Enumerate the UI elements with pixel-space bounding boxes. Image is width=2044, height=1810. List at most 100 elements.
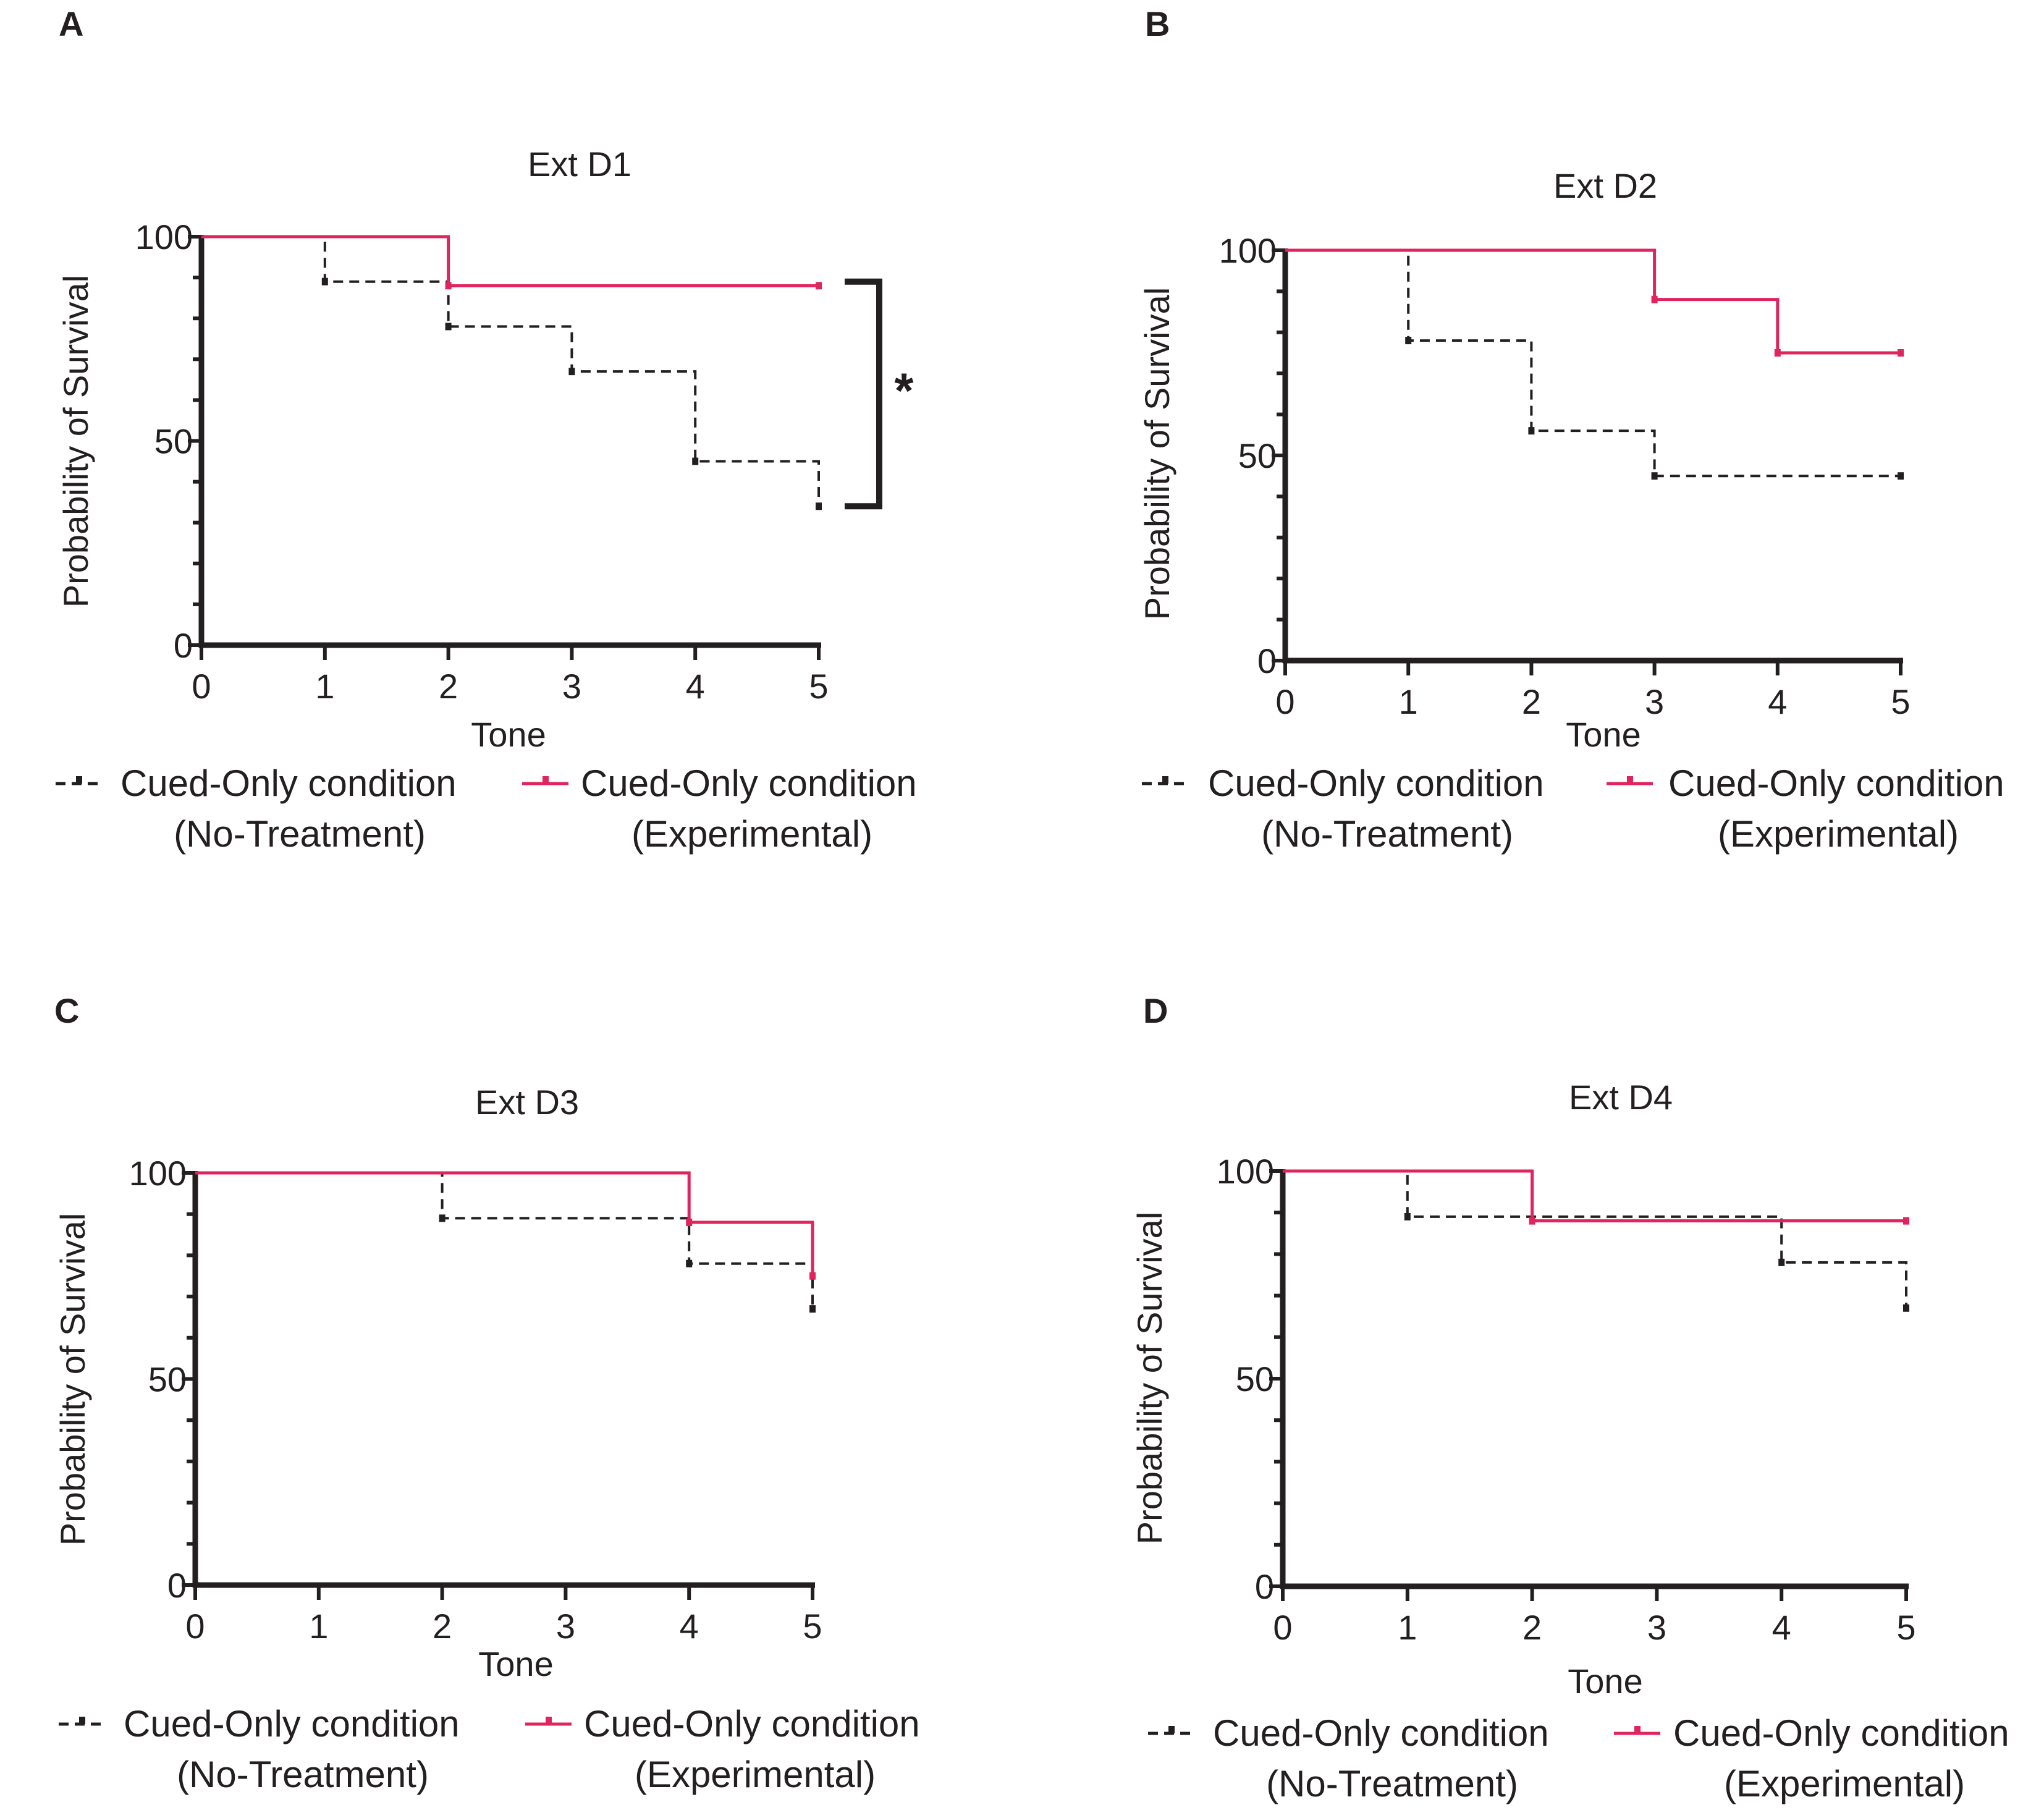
x-tick-label: 0 [1273, 1608, 1292, 1647]
censor-mark [1528, 427, 1535, 435]
x-tick-label: 3 [562, 667, 581, 706]
censor-mark [1898, 349, 1904, 357]
series-line-no-treatment [1283, 1170, 1907, 1308]
x-tick-label: 2 [439, 667, 458, 706]
legend-marker [546, 1717, 552, 1724]
legend-label: Cued-Only condition [581, 763, 917, 804]
censor-mark [692, 457, 699, 465]
x-tick-label: 5 [1896, 1608, 1915, 1647]
x-tick-label: 5 [1891, 682, 1910, 721]
legend-label: (Experimental) [1718, 813, 1959, 855]
y-tick-label: 100 [129, 1154, 187, 1193]
y-tick-label: 100 [1217, 1152, 1274, 1191]
y-tick-label: 50 [1238, 436, 1277, 475]
series-line-no-treatment [1285, 249, 1901, 478]
x-tick-label: 3 [1647, 1608, 1666, 1647]
censor-mark [686, 1219, 693, 1227]
y-tick-label: 0 [1257, 641, 1277, 680]
x-tick-label: 1 [309, 1607, 328, 1646]
x-tick-label: 1 [315, 667, 334, 706]
legend-label: Cued-Only condition [1213, 1712, 1549, 1754]
censor-mark [445, 282, 452, 290]
x-axis-label: Tone [478, 1644, 553, 1683]
legend-marker [1168, 1726, 1175, 1733]
y-axis-label: Probability of Survival [53, 1213, 92, 1546]
x-tick-label: 4 [686, 667, 705, 706]
legend-label: (No-Treatment) [1266, 1763, 1518, 1804]
legend-marker [1634, 1726, 1641, 1733]
panel-letter: B [1145, 4, 1170, 43]
x-tick-label: 0 [1275, 682, 1294, 721]
censor-mark [1651, 295, 1658, 303]
legend-label: (Experimental) [631, 813, 872, 855]
legend-label: (Experimental) [635, 1754, 876, 1795]
x-tick-label: 0 [185, 1607, 205, 1646]
x-tick-label: 3 [1645, 682, 1664, 721]
panel-letter: C [54, 991, 79, 1030]
chart-title: Ext D1 [528, 145, 631, 184]
series-line-experimental [1283, 1169, 1906, 1223]
legend-label: (No-Treatment) [174, 813, 426, 855]
series-line-no-treatment [201, 235, 820, 507]
legend-label: (Experimental) [1724, 1763, 1965, 1804]
y-tick-label: 100 [135, 218, 193, 256]
censor-mark [1404, 1212, 1411, 1220]
x-axis-label: Tone [471, 715, 546, 754]
significance-asterisk: * [894, 363, 914, 418]
x-tick-label: 4 [1768, 682, 1787, 721]
y-axis-label: Probability of Survival [56, 275, 95, 607]
x-tick-label: 4 [1772, 1608, 1791, 1647]
chart-panel-b: B Ext D2 0 50 100 0 1 2 3 4 5 Probability of Surviv… [1138, 4, 2004, 855]
legend-label: (No-Treatment) [1261, 813, 1513, 855]
y-tick-label: 0 [167, 1566, 187, 1605]
panel-letter: D [1143, 991, 1168, 1030]
censor-mark [1898, 472, 1904, 480]
y-tick-label: 50 [154, 422, 193, 461]
y-tick-label: 100 [1219, 231, 1277, 270]
chart-title: Ext D2 [1553, 166, 1657, 205]
chart-title: Ext D3 [475, 1083, 579, 1122]
x-tick-label: 2 [1522, 682, 1541, 721]
x-tick-label: 5 [809, 667, 828, 706]
legend-marker [1162, 776, 1168, 784]
censor-mark [816, 282, 822, 290]
legend-label: Cued-Only condition [584, 1703, 920, 1744]
y-axis-label: Probability of Survival [1138, 287, 1176, 620]
x-tick-label: 1 [1399, 682, 1418, 721]
legend-label: Cued-Only condition [1208, 763, 1544, 804]
x-tick-label: 2 [1522, 1608, 1542, 1647]
y-tick-label: 50 [1236, 1360, 1274, 1398]
censor-mark [568, 368, 575, 376]
chart-panel-d: D Ext D4 0 50 100 0 1 2 3 4 5 Probability of Surviv… [1130, 991, 2009, 1804]
legend-label: Cued-Only condition [1668, 763, 2004, 804]
panel-letter: A [59, 4, 83, 43]
censor-mark [445, 323, 452, 331]
legend-label: Cued-Only condition [1673, 1712, 2009, 1754]
legend-label: Cued-Only condition [120, 763, 457, 804]
x-tick-label: 4 [680, 1607, 699, 1646]
censor-mark [439, 1214, 446, 1222]
censor-mark [809, 1305, 816, 1313]
x-tick-label: 3 [556, 1607, 575, 1646]
x-tick-label: 5 [803, 1607, 822, 1646]
censor-mark [1778, 1258, 1785, 1266]
censor-mark [321, 277, 328, 285]
legend-marker [76, 776, 82, 784]
censor-mark [1903, 1304, 1909, 1312]
y-axis-label: Probability of Survival [1130, 1212, 1169, 1544]
series-line-experimental [1285, 248, 1901, 355]
x-tick-label: 2 [433, 1607, 452, 1646]
y-tick-label: 0 [174, 626, 193, 665]
x-tick-label: 1 [1398, 1608, 1417, 1647]
legend-marker [543, 776, 549, 784]
censor-mark [686, 1259, 693, 1267]
chart-panel-a: A Ext D1 0 50 100 0 1 2 3 4 5 Probability of Surviv… [56, 4, 917, 855]
censor-mark [1903, 1217, 1909, 1225]
legend-marker [79, 1717, 85, 1724]
y-tick-label: 0 [1255, 1567, 1274, 1606]
series-line-experimental [201, 235, 819, 287]
x-axis-label: Tone [1566, 715, 1641, 754]
x-tick-label: 0 [192, 667, 211, 706]
